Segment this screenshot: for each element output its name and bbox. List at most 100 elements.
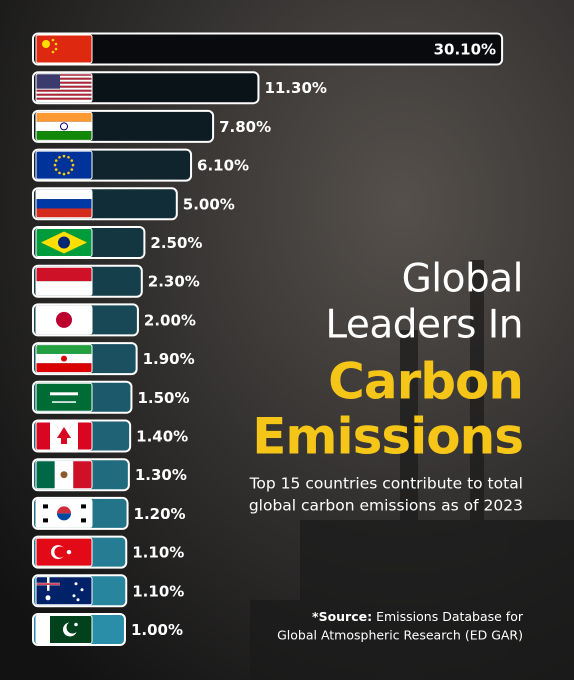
value-label: 2.00%	[144, 311, 196, 329]
flag-part	[36, 75, 92, 78]
flag-part	[36, 79, 92, 82]
flag-part	[36, 267, 92, 282]
flag	[36, 112, 92, 141]
flag-part	[36, 131, 92, 141]
flag-part	[60, 471, 68, 479]
flag-part	[36, 281, 92, 296]
flag-part	[51, 50, 55, 54]
flag-border	[35, 537, 93, 567]
flag-border	[35, 498, 93, 528]
flag-part	[43, 518, 48, 523]
flag-part	[51, 38, 55, 42]
value-label: 2.30%	[148, 273, 200, 291]
flag-part	[61, 355, 67, 362]
value-label: 1.30%	[135, 466, 187, 484]
flag-border	[35, 460, 93, 490]
flag-border	[35, 576, 93, 606]
flag	[36, 538, 92, 567]
flag	[36, 576, 92, 605]
flag-part	[81, 518, 86, 523]
factory-silhouette	[250, 260, 574, 680]
flag-part	[52, 401, 76, 403]
flag-part	[36, 91, 92, 94]
flag-part	[36, 87, 92, 90]
value-label: 6.10%	[197, 157, 249, 175]
value-label: 1.20%	[134, 505, 186, 523]
flag-part	[71, 163, 75, 167]
value-label: 1.10%	[132, 582, 184, 600]
flag-part	[36, 77, 92, 80]
flag-part	[54, 168, 58, 171]
source-label: *Source:	[312, 609, 372, 624]
flag-part	[54, 47, 58, 51]
value-label: 1.10%	[132, 544, 184, 562]
flag-border	[35, 305, 93, 335]
flag	[36, 267, 92, 296]
flag	[36, 151, 92, 180]
flag-part	[57, 506, 71, 514]
flag-border	[35, 150, 93, 180]
bar-chart: 30.10% 11.30% 7.80% 6.10% 5.00% 2.50% 2.30% 2.0…	[32, 32, 504, 646]
flag-part	[36, 99, 92, 102]
flag-part	[43, 504, 48, 509]
flag-part	[36, 35, 92, 63]
flag-part	[50, 392, 78, 396]
flag-part	[36, 73, 60, 89]
flag	[36, 305, 92, 334]
flag-part	[36, 83, 92, 86]
flag-border	[35, 266, 93, 296]
source: *Source: Emissions Database for	[312, 609, 524, 624]
flag-part	[36, 208, 92, 218]
flag-part	[62, 172, 66, 176]
flag-part	[45, 595, 51, 601]
flag-border	[35, 111, 93, 141]
flag-border	[35, 615, 93, 644]
flag-part	[36, 89, 92, 92]
flag-part	[70, 159, 74, 162]
bar	[32, 32, 504, 66]
flag-part	[36, 460, 55, 489]
flag-part	[78, 422, 92, 450]
flag	[36, 499, 92, 528]
flag-part	[53, 163, 57, 167]
value-label: 5.00%	[183, 195, 235, 213]
flag-part	[58, 236, 70, 249]
flag-part	[74, 582, 78, 586]
subtitle: global carbon emissions as of 2023	[249, 497, 523, 515]
flag-part	[67, 171, 70, 175]
flag-part	[54, 546, 66, 558]
flag-part	[74, 622, 78, 627]
flag	[36, 228, 92, 257]
value-label: 1.90%	[143, 350, 195, 368]
flag-part	[54, 42, 58, 46]
flag-part	[57, 427, 71, 444]
flag-part	[36, 112, 92, 122]
highlight-line: Emissions	[252, 408, 523, 466]
flag-part	[58, 156, 61, 159]
flag-part	[70, 168, 74, 171]
flag-border	[35, 73, 93, 103]
source-text: Global Atmospheric Research (ED GAR)	[277, 628, 523, 643]
flag-part	[36, 576, 92, 605]
flag-part	[66, 549, 72, 555]
flag-part	[62, 154, 66, 158]
highlight-line: Carbon	[328, 353, 523, 411]
flag-part	[36, 73, 92, 76]
flag-part	[60, 122, 68, 131]
flag	[36, 615, 92, 644]
flag-part	[81, 504, 86, 509]
flag-border	[35, 344, 93, 374]
flag-part	[76, 598, 80, 602]
flag-part	[36, 383, 92, 412]
value-label: 7.80%	[219, 118, 271, 136]
flag-part	[36, 199, 92, 209]
value-label: 30.10%	[434, 41, 496, 59]
title-line: Global	[402, 257, 523, 302]
value-label: 11.30%	[264, 79, 326, 97]
flag	[36, 383, 92, 412]
flag-part	[73, 460, 92, 489]
flag	[36, 460, 92, 489]
flag-part	[36, 583, 60, 585]
flag-part	[36, 615, 50, 644]
